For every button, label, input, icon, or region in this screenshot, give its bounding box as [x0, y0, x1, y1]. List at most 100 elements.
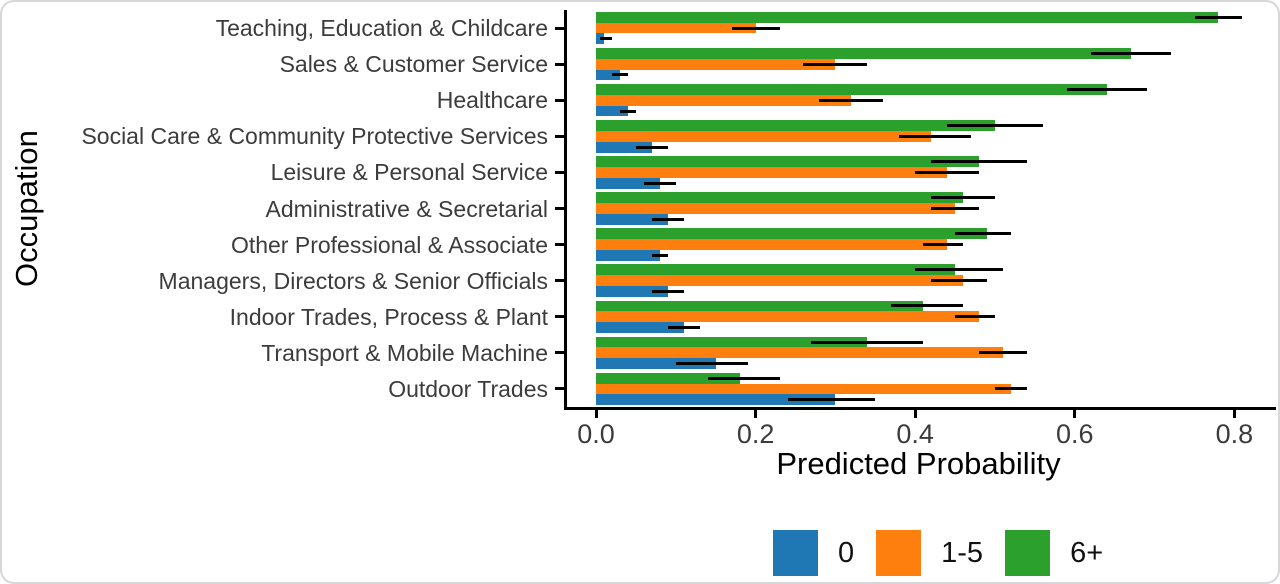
- error-bar: [619, 109, 636, 113]
- category-label: Social Care & Community Protective Servi…: [81, 123, 548, 150]
- category-label: Outdoor Trades: [388, 375, 548, 402]
- error-bar: [899, 134, 972, 138]
- category-label: Transport & Mobile Machine: [261, 339, 548, 366]
- bar-one-to-five: [596, 203, 956, 214]
- category-label: Sales & Customer Service: [279, 51, 548, 78]
- error-bar: [643, 181, 676, 185]
- y-axis-tick: [555, 98, 564, 102]
- legend: 0 1-5 6+: [773, 530, 1103, 576]
- bar-zero: [596, 322, 684, 333]
- error-bar: [803, 62, 868, 66]
- bar-one-to-five: [596, 58, 836, 70]
- category-label: Other Professional & Associate: [230, 231, 548, 258]
- bar-zero: [596, 177, 660, 189]
- bar-six-plus: [596, 83, 1107, 95]
- y-axis-tick: [555, 207, 564, 210]
- x-tick-label: 0.0: [577, 419, 615, 449]
- error-bar: [1194, 15, 1243, 19]
- bar-six-plus: [596, 264, 956, 276]
- bar-six-plus: [596, 228, 988, 240]
- bar-zero: [596, 250, 660, 261]
- bar-one-to-five: [596, 239, 948, 250]
- error-bar: [931, 160, 1027, 164]
- error-bar: [947, 123, 1043, 127]
- category-label: Leisure & Personal Service: [270, 159, 548, 186]
- error-bar: [819, 98, 884, 102]
- error-bar: [923, 243, 964, 247]
- x-tick-label: 0.2: [736, 419, 775, 449]
- category-label: Healthcare: [436, 87, 548, 114]
- bar-one-to-five: [596, 22, 756, 34]
- error-bar: [931, 279, 988, 283]
- bar-zero: [596, 358, 716, 370]
- bar-six-plus: [596, 300, 924, 312]
- error-bar: [931, 196, 995, 200]
- error-bar: [651, 290, 684, 293]
- error-bar: [915, 170, 980, 174]
- legend-label: 0: [838, 536, 855, 569]
- error-bar: [787, 398, 876, 402]
- error-bar: [611, 73, 628, 77]
- error-bar: [955, 232, 1011, 236]
- x-tick-label: 0.4: [896, 419, 934, 449]
- error-bar: [651, 217, 684, 221]
- y-axis-tick: [555, 134, 564, 138]
- bar-six-plus: [596, 120, 995, 131]
- bar-one-to-five: [596, 130, 932, 142]
- bar-one-to-five: [596, 275, 964, 287]
- bar-zero: [596, 105, 628, 117]
- bar-one-to-five: [596, 383, 1011, 395]
- error-bar: [979, 351, 1027, 355]
- bar-one-to-five: [596, 166, 948, 178]
- bar-one-to-five: [596, 347, 1003, 359]
- bar-six-plus: [596, 156, 980, 167]
- x-axis-tick: [1232, 410, 1236, 418]
- x-tick-label: 0.6: [1056, 419, 1094, 449]
- y-axis-tick: [555, 170, 564, 174]
- bar-six-plus: [596, 47, 1131, 59]
- error-bar: [915, 268, 1003, 272]
- x-tick-label: 0.8: [1215, 419, 1254, 449]
- y-axis-tick: [555, 62, 564, 66]
- error-bar: [811, 340, 924, 344]
- category-label: Managers, Directors & Senior Officials: [158, 267, 548, 294]
- plot-panel: [564, 10, 1276, 410]
- category-label: Teaching, Education & Childcare: [215, 15, 548, 42]
- legend-swatch-one-to-five: [876, 530, 922, 576]
- x-axis-title: Predicted Probability: [776, 446, 1061, 481]
- legend-entry-one-to-five: 1-5: [876, 530, 983, 576]
- error-bar: [667, 326, 700, 330]
- y-axis-tick: [555, 243, 564, 247]
- error-bar: [931, 207, 980, 210]
- bar-one-to-five: [596, 311, 980, 323]
- error-bar: [707, 376, 780, 380]
- x-axis-tick: [913, 410, 917, 418]
- error-bar: [675, 362, 748, 366]
- y-axis-tick: [555, 315, 564, 319]
- category-label: Administrative & Secretarial: [265, 195, 549, 222]
- legend-entry-zero: 0: [773, 530, 854, 576]
- error-bar: [651, 253, 668, 257]
- error-bar: [995, 387, 1027, 391]
- bar-zero: [596, 69, 620, 81]
- error-bar: [1090, 51, 1171, 55]
- legend-swatch-zero: [773, 530, 818, 576]
- bar-six-plus: [596, 336, 868, 348]
- error-bar: [955, 315, 995, 319]
- x-axis-tick: [1073, 410, 1077, 418]
- bar-zero: [596, 286, 668, 297]
- bar-six-plus: [596, 11, 1219, 23]
- y-axis-title: Occupation: [9, 130, 44, 287]
- legend-label: 1-5: [941, 536, 984, 569]
- y-axis-tick: [555, 26, 564, 30]
- bar-six-plus: [596, 372, 740, 384]
- bar-one-to-five: [596, 94, 852, 106]
- legend-swatch-six-plus: [1005, 530, 1051, 576]
- error-bar: [891, 304, 964, 308]
- error-bar: [635, 145, 668, 149]
- error-bar: [731, 26, 780, 30]
- y-axis-tick: [555, 351, 564, 355]
- x-axis-tick: [754, 410, 758, 418]
- bar-zero: [596, 394, 836, 406]
